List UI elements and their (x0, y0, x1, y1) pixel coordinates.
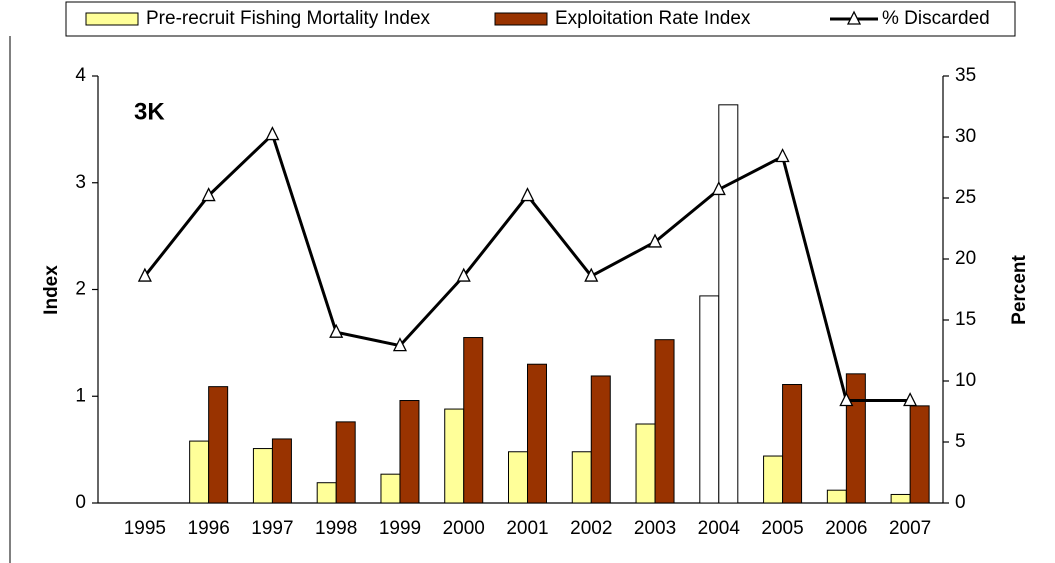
bar (845, 373, 866, 504)
y-tick-label: 3 (75, 172, 86, 193)
line (143, 131, 911, 403)
marker (392, 337, 408, 352)
bar (909, 405, 930, 504)
marker (265, 126, 280, 141)
y2-tick-label: 15 (955, 309, 976, 330)
bar (399, 400, 420, 504)
x-tick-label: 2000 (443, 518, 485, 539)
bar (508, 451, 528, 504)
y-tick-label: 1 (75, 385, 86, 406)
bar (654, 339, 675, 504)
marker (584, 267, 599, 282)
marker (201, 187, 216, 202)
legend-label: Exploitation Rate Index (555, 8, 751, 29)
marker (329, 323, 344, 338)
x-tick-label: 2001 (506, 518, 548, 539)
y2-tick-label: 30 (955, 126, 976, 147)
x-tick-label: 2005 (761, 518, 803, 539)
y2-tick-label: 35 (955, 65, 976, 86)
marker (903, 392, 918, 407)
x-tick-label: 1998 (315, 518, 357, 539)
y2-tick-label: 10 (955, 370, 976, 391)
y-tick-label: 0 (75, 492, 86, 513)
legend-swatch (494, 12, 548, 26)
y2-tick-label: 25 (955, 187, 976, 208)
x-tick-label: 2002 (570, 518, 612, 539)
y-tick-label: 4 (75, 65, 86, 86)
x-tick-label: 2003 (634, 518, 676, 539)
bar (527, 363, 547, 504)
bar (335, 421, 356, 504)
bar (635, 423, 656, 504)
bar (463, 337, 484, 504)
legend-marker (846, 10, 862, 25)
bar (252, 448, 273, 504)
x-tick-label: 1997 (251, 518, 293, 539)
marker (520, 187, 535, 202)
y2-tick-label: 0 (955, 492, 966, 513)
bar (763, 455, 784, 504)
y-axis-title: Index (41, 265, 62, 315)
legend-swatch (85, 12, 139, 26)
bar (189, 440, 210, 504)
marker (839, 392, 854, 407)
bar (444, 408, 465, 504)
marker (711, 181, 726, 196)
bar (699, 295, 720, 504)
bar (782, 384, 803, 504)
x-tick-label: 2006 (825, 518, 867, 539)
y2-axis-title: Percent (1009, 254, 1030, 324)
marker (775, 148, 790, 163)
bar (718, 104, 739, 504)
bar (380, 473, 401, 504)
x-tick-label: 1996 (188, 518, 230, 539)
bar (208, 386, 229, 504)
y-tick-label: 2 (75, 279, 86, 300)
bar (890, 493, 911, 504)
annotation: 3K (134, 98, 165, 125)
bar (316, 482, 337, 504)
legend-label: Pre-recruit Fishing Mortality Index (146, 8, 431, 29)
legend-label: % Discarded (882, 8, 990, 29)
bar (271, 438, 292, 504)
bar (590, 375, 611, 504)
marker (647, 233, 663, 248)
bar (571, 451, 592, 504)
y2-tick-label: 20 (955, 248, 976, 269)
marker (137, 267, 152, 282)
x-tick-label: 1999 (379, 518, 421, 539)
x-tick-label: 1995 (124, 518, 166, 539)
bar (826, 489, 847, 504)
x-tick-label: 2004 (698, 518, 741, 539)
x-tick-label: 2007 (889, 518, 931, 539)
y2-tick-label: 5 (955, 431, 966, 452)
marker (456, 267, 471, 282)
